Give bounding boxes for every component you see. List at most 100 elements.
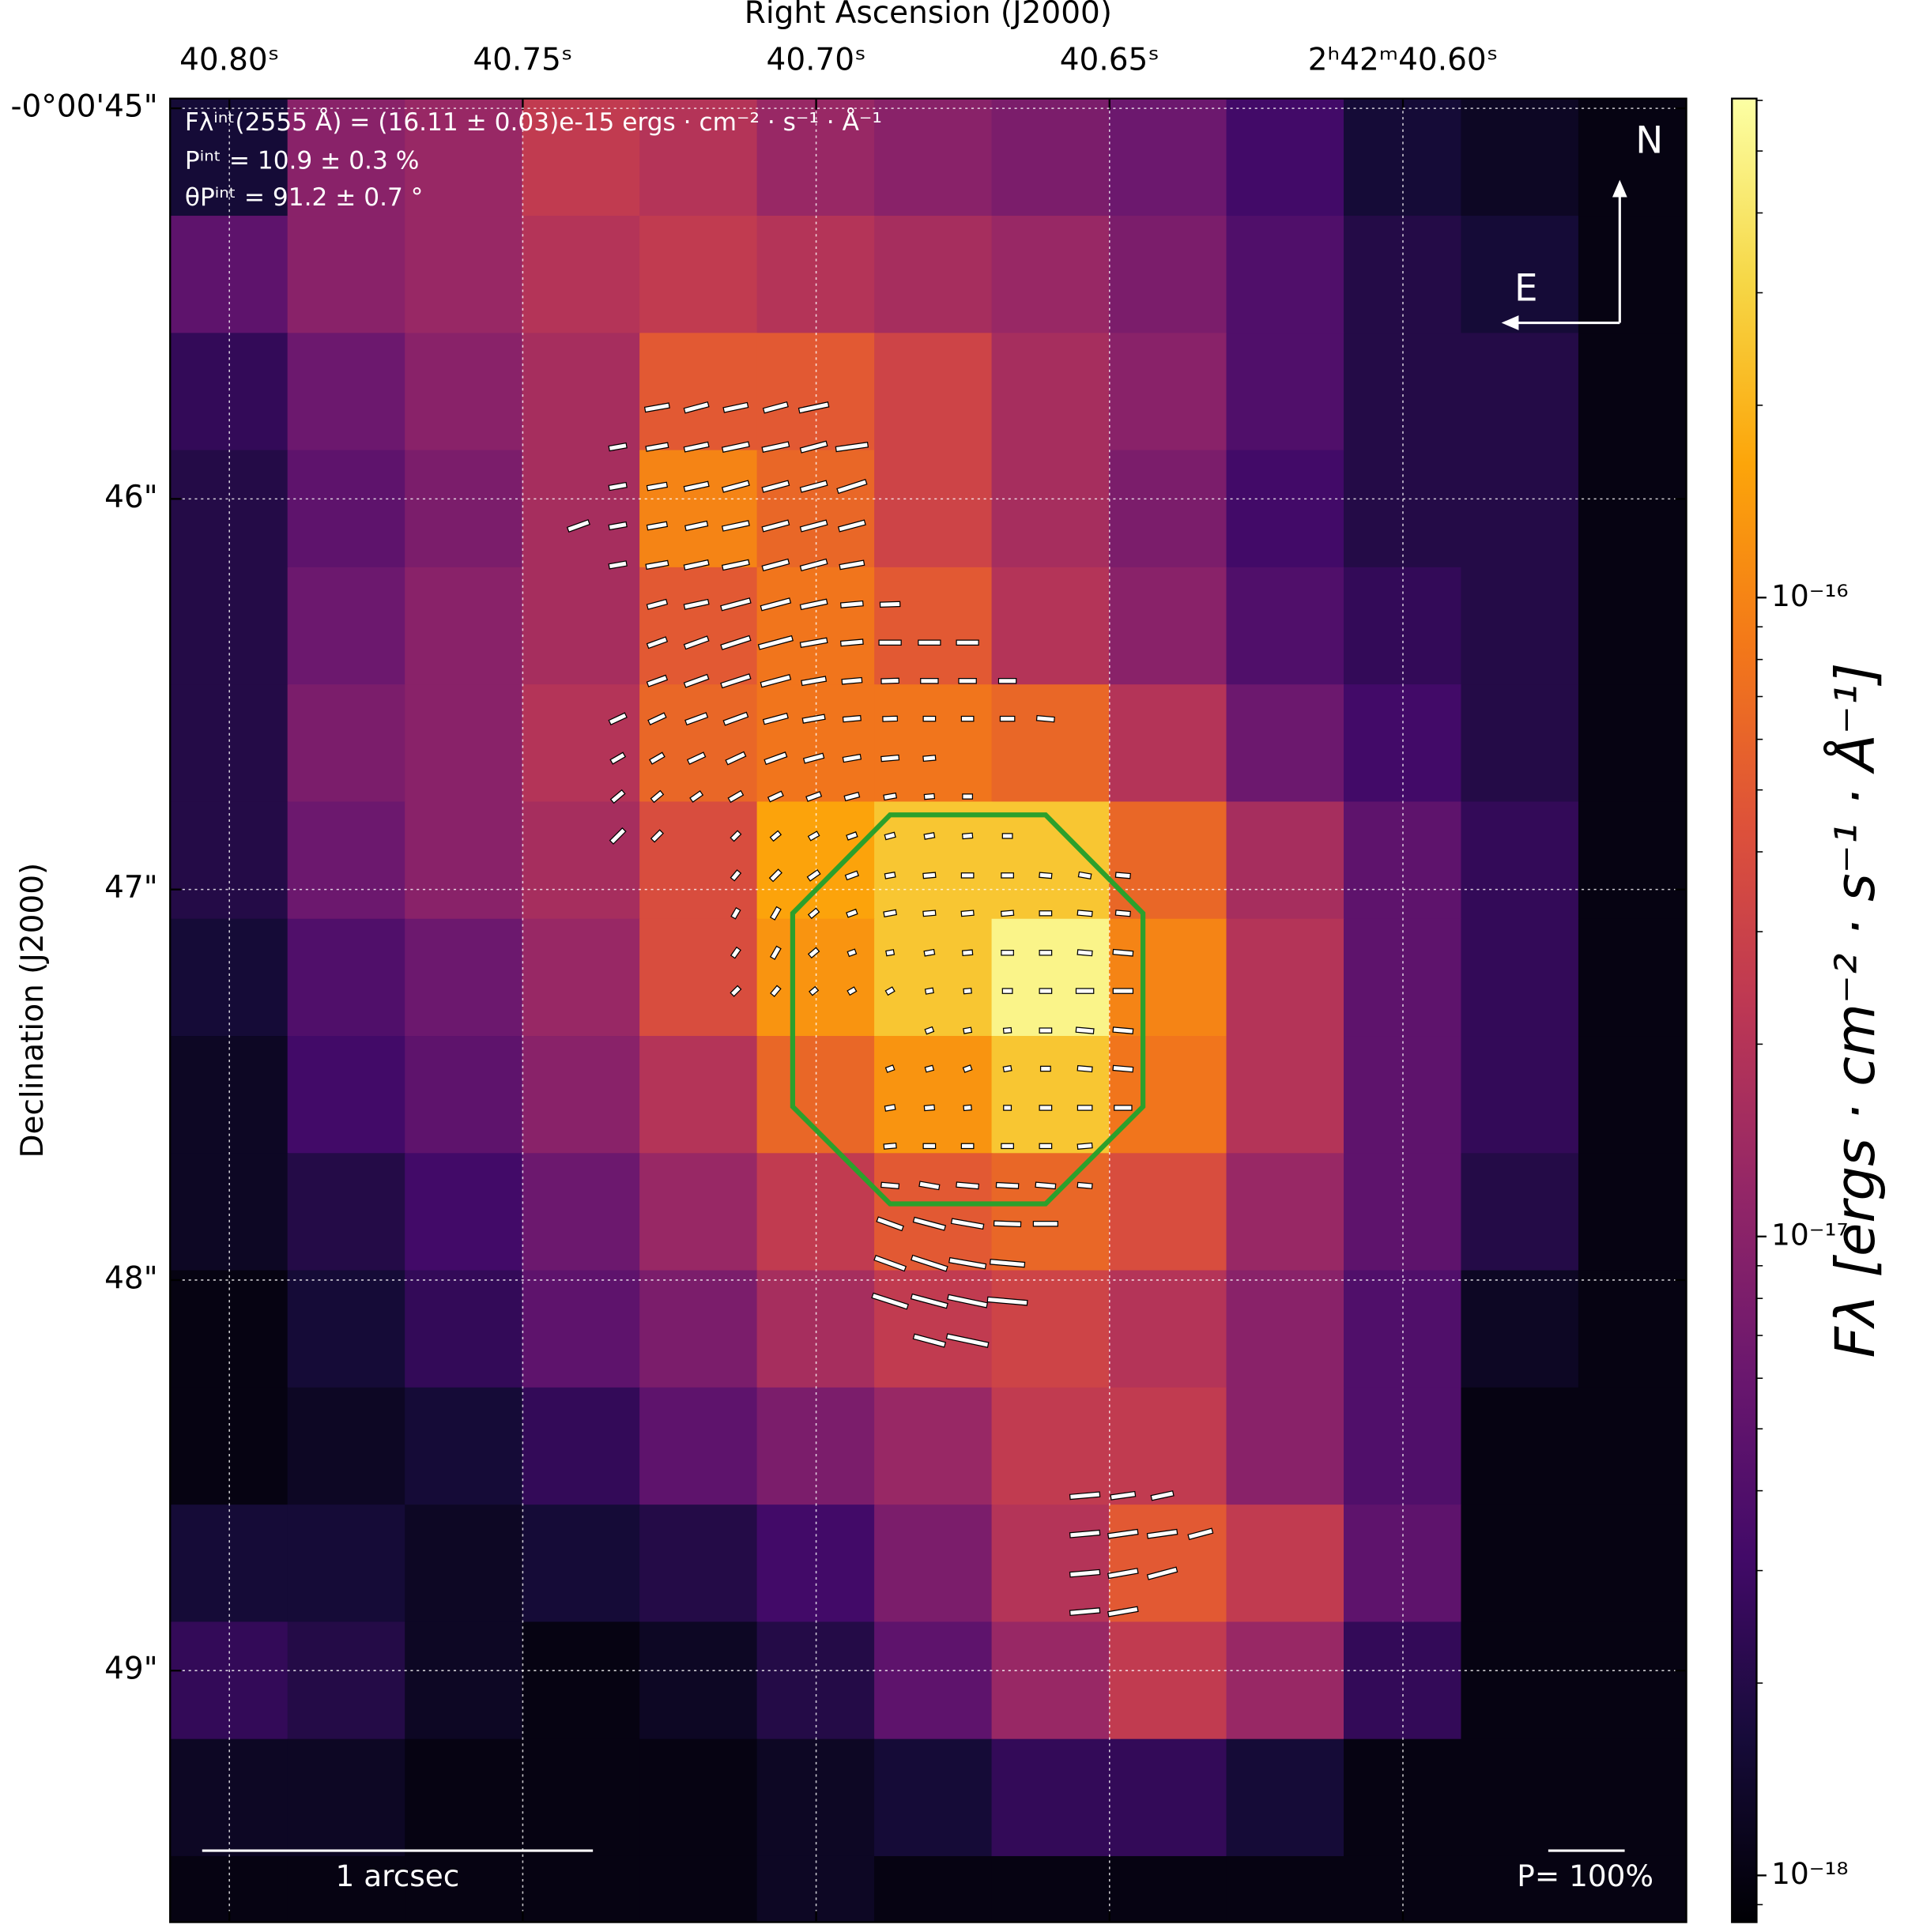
east-label: E: [1514, 268, 1538, 311]
image-pixel: [1226, 1738, 1344, 1857]
polarization-vector: [805, 791, 823, 802]
colorbar-tick-label: 10⁻¹⁸: [1771, 1856, 1848, 1891]
polarization-vector: [1077, 1105, 1093, 1111]
polarization-vector: [1003, 1105, 1012, 1111]
image-pixel: [522, 333, 641, 451]
polarization-vector: [645, 559, 669, 571]
image-pixel: [1226, 1153, 1344, 1271]
y-tick-label: 48": [104, 1260, 158, 1296]
image-pixel: [405, 1505, 523, 1623]
polarization-vector: [963, 1104, 972, 1112]
image-pixel: [1226, 216, 1344, 334]
polarization-vector: [769, 830, 782, 842]
polarization-vector: [1039, 988, 1053, 994]
polarization-vector: [722, 401, 749, 413]
polarization-vector: [1150, 1490, 1175, 1501]
polarization-vector: [720, 673, 752, 689]
image-pixel: [1109, 801, 1227, 920]
polarization-vector: [761, 441, 790, 453]
polarization-vector: [993, 1220, 1022, 1228]
polarization-vector: [960, 910, 975, 917]
image-pixel: [1461, 1153, 1579, 1271]
polarization-vector: [1112, 988, 1134, 994]
image-pixel: [405, 1387, 523, 1506]
image-pixel: [1461, 1387, 1579, 1506]
polarization-vector: [1069, 1607, 1101, 1617]
polarization-vector: [799, 440, 828, 454]
colorbar: [1731, 97, 1758, 1923]
image-pixel: [1461, 918, 1579, 1037]
image-pixel: [639, 450, 758, 568]
image-pixel: [1461, 1036, 1579, 1154]
image-pixel: [1578, 1270, 1687, 1388]
polarization-vector: [878, 639, 902, 646]
polarization-vector: [922, 1143, 937, 1150]
polarization-vector: [646, 636, 669, 650]
image-pixel: [1226, 1505, 1344, 1623]
x-tick-label: 40.65ˢ: [1060, 42, 1159, 77]
polarization-vector: [1112, 1026, 1134, 1034]
polarization-vector: [1069, 1491, 1101, 1501]
image-pixel: [991, 684, 1110, 803]
north-label: N: [1635, 119, 1663, 162]
polarization-vector: [884, 1064, 896, 1073]
polarization-vector: [839, 559, 865, 571]
image-pixel: [1109, 1153, 1227, 1271]
y-tick-label: -0°00'45": [10, 89, 157, 125]
image-pixel: [1578, 1036, 1687, 1154]
image-pixel: [639, 801, 758, 920]
scale-bar-label: 1 arcsec: [336, 1859, 460, 1893]
y-tick-label: 47": [104, 870, 158, 906]
image-pixel: [1578, 1738, 1687, 1857]
polarization-vector: [799, 519, 828, 533]
image-pixel: [1461, 684, 1579, 803]
image-pixel: [874, 1855, 993, 1923]
polarization-vector: [683, 401, 710, 414]
image-pixel: [522, 918, 641, 1037]
image-pixel: [991, 216, 1110, 334]
image-pixel: [639, 1738, 758, 1857]
polarization-vector: [1000, 910, 1015, 917]
polarization-vector: [761, 519, 790, 533]
image-pixel: [1226, 1387, 1344, 1506]
polarization-vector: [880, 754, 900, 763]
image-pixel: [522, 684, 641, 803]
polarization-vector: [945, 1333, 990, 1348]
image-pixel: [522, 1738, 641, 1857]
polarization-vector: [608, 481, 628, 491]
y-tick-label: 46": [104, 480, 158, 515]
image-pixel: [1461, 98, 1579, 217]
polarization-vector: [883, 909, 898, 917]
polarization-vector: [609, 751, 627, 765]
x-tick-label: 2ʰ42ᵐ40.60ˢ: [1308, 42, 1499, 77]
image-pixel: [874, 1621, 993, 1740]
image-pixel: [287, 216, 406, 334]
polarization-vector: [730, 946, 741, 959]
image-pixel: [1226, 450, 1344, 568]
image-pixel: [287, 801, 406, 920]
polarization-vector: [761, 480, 790, 493]
polarization-vector: [730, 906, 741, 920]
polarization-vector: [757, 635, 794, 650]
image-pixel: [991, 1855, 1110, 1923]
polarization-vector: [1001, 988, 1013, 994]
image-pixel: [1578, 333, 1687, 451]
image-pixel: [991, 1505, 1110, 1623]
image-pixel: [287, 1153, 406, 1271]
image-pixel: [405, 98, 523, 217]
polarization-vector: [1001, 949, 1014, 956]
image-pixel: [874, 684, 993, 803]
image-pixel: [287, 1036, 406, 1154]
image-pixel: [1109, 918, 1227, 1037]
image-pixel: [1109, 1855, 1227, 1923]
polarization-vector: [1114, 872, 1131, 879]
image-pixel: [874, 1387, 993, 1506]
image-pixel: [874, 450, 993, 568]
colorbar-title: Fλ [ergs · cm⁻² · s⁻¹ · Å⁻¹]: [1823, 663, 1887, 1358]
polarization-vector: [1112, 1064, 1134, 1073]
overlay-layer: [170, 98, 1687, 1923]
image-pixel: [405, 1738, 523, 1857]
polarization-vector: [986, 1296, 1028, 1306]
polarization-vector: [950, 1218, 985, 1230]
